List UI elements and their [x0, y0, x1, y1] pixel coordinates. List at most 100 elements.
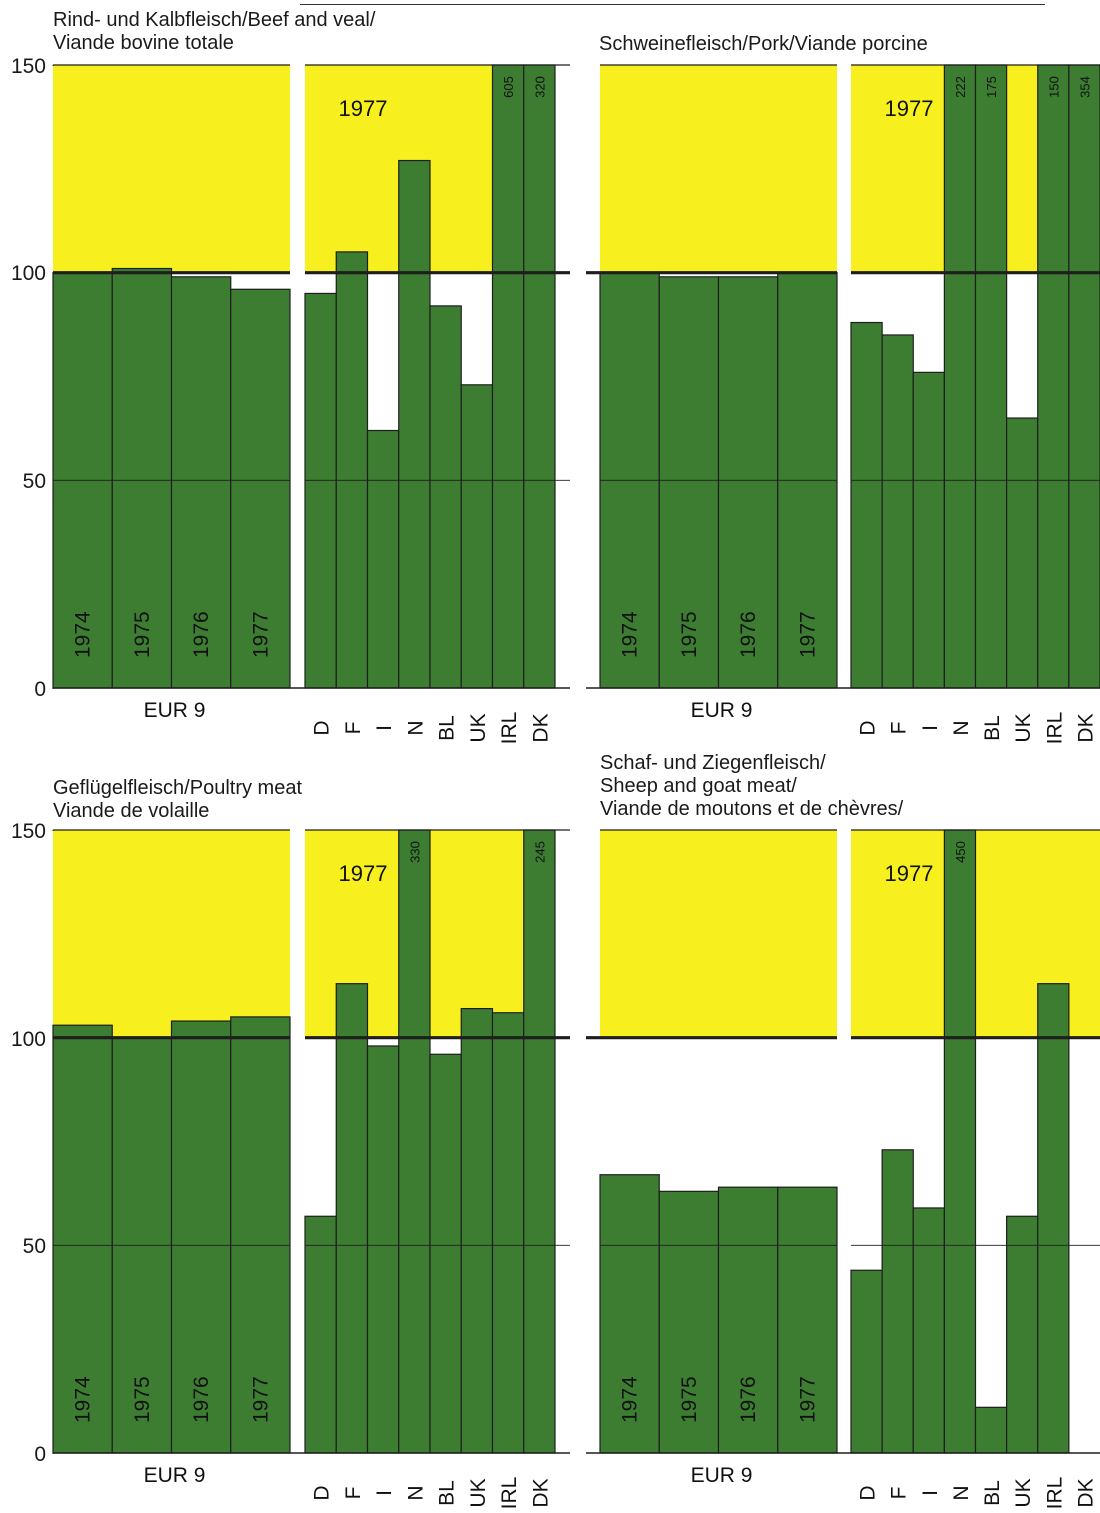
country-label: D [311, 1485, 334, 1500]
country-label: F [342, 722, 365, 735]
eur-year-label: 1976 [190, 611, 213, 658]
chart-title-line: Geflügelfleisch/Poultry meat [53, 777, 303, 799]
eur-year-label: 1976 [737, 1376, 760, 1423]
country-label: N [404, 1485, 427, 1500]
bar-value-label: 175 [984, 76, 999, 98]
y-tick-label: 100 [10, 262, 46, 285]
eur-bar [230, 288, 291, 689]
y-tick-label: 150 [10, 55, 46, 78]
country-year-label: 1977 [885, 861, 934, 886]
eur-bar [170, 1020, 232, 1454]
country-bar [366, 429, 400, 689]
top-rule [300, 4, 1045, 5]
surplus-band [53, 830, 290, 1038]
chart-title-line: Viande de volaille [53, 800, 210, 822]
bar-value-label: 605 [501, 76, 516, 98]
bar-value-label: 330 [407, 841, 422, 863]
surplus-band [600, 65, 837, 273]
country-label: IRL [498, 1477, 521, 1510]
bar-value-label: 354 [1077, 76, 1092, 98]
country-bar [460, 384, 494, 689]
eur-year-label: 1977 [249, 1376, 272, 1423]
country-label: D [857, 1485, 880, 1500]
country-label: F [342, 1487, 365, 1500]
country-year-label: 1977 [885, 96, 934, 121]
chart-title-line: Viande de moutons et de chèvres/ [600, 798, 904, 820]
eur-year-label: 1974 [72, 611, 95, 658]
surplus-band [53, 65, 290, 273]
country-label: BL [981, 1480, 1004, 1506]
eur-bar [777, 1186, 838, 1454]
country-label: N [404, 720, 427, 735]
country-label: F [888, 1487, 911, 1500]
country-label: IRL [498, 712, 521, 745]
bar-value-label: 150 [1046, 76, 1061, 98]
chart-plot: 1974 1975 1976 1977 EUR 9 1977 D F I N 222 BL 175 UK I… [586, 64, 1100, 745]
country-bar [366, 1045, 400, 1454]
eur-year-label: 1977 [249, 611, 272, 658]
country-label: UK [1012, 1478, 1035, 1507]
eur-year-label: 1975 [678, 1376, 701, 1423]
country-bar [491, 64, 525, 689]
y-tick-label: 100 [10, 1028, 46, 1051]
eur-group-label: EUR 9 [144, 699, 206, 722]
country-label: DK [529, 1478, 552, 1507]
country-label: BL [981, 715, 1004, 741]
bar-value-label: 245 [532, 841, 547, 863]
country-bar [429, 305, 462, 689]
chart-title-line: Sheep and goat meat/ [600, 775, 797, 797]
eur-year-label: 1975 [131, 1376, 154, 1423]
country-bar [335, 251, 369, 689]
country-bar [912, 371, 945, 689]
country-label: D [311, 720, 334, 735]
eur-bar [170, 276, 232, 689]
chart-title-line: Viande bovine totale [53, 32, 234, 54]
country-label: BL [436, 1480, 459, 1506]
chart-plot: 1974 1975 1976 1977 EUR 9 1977 D F I N BL UK IRL 605 D… [52, 64, 570, 745]
country-label: UK [467, 1478, 490, 1507]
eur-year-label: 1976 [737, 611, 760, 658]
eur-year-label: 1977 [796, 1376, 819, 1423]
eur-group-label: EUR 9 [691, 699, 753, 722]
country-label: BL [436, 715, 459, 741]
chart-title: Rind- und Kalbfleisch/Beef and veal/ Via… [53, 9, 375, 55]
country-label: IRL [1043, 712, 1066, 745]
country-label: N [950, 1485, 973, 1500]
country-label: UK [467, 713, 490, 742]
bar-value-label: 450 [953, 841, 968, 863]
eur-bar [658, 276, 720, 689]
eur-bar [717, 1186, 779, 1454]
country-label: I [373, 1490, 396, 1496]
country-bar [1068, 64, 1100, 689]
country-bar [881, 1149, 914, 1454]
country-bar [881, 334, 914, 689]
chart-plot: 1974 1975 1976 1977 EUR 9 1977 D F I N 450 BL UK IRL D… [586, 829, 1100, 1510]
country-label: UK [1012, 713, 1035, 742]
chart-plot: 1974 1975 1976 1977 EUR 9 1977 D F I N 330 BL UK IRL D… [52, 829, 570, 1510]
eur-year-label: 1974 [72, 1376, 95, 1423]
eur-year-label: 1975 [678, 611, 701, 658]
y-tick-label: 150 [10, 820, 46, 843]
eur-group-label: EUR 9 [144, 1464, 206, 1487]
chart-title-line: Schweinefleisch/Pork/Viande porcine [599, 33, 928, 55]
eur-year-label: 1975 [131, 611, 154, 658]
country-bar [974, 1406, 1008, 1454]
y-tick-label: 0 [34, 678, 46, 701]
country-bar [1037, 983, 1070, 1454]
y-tick-label: 0 [34, 1443, 46, 1466]
chart-title-line: Rind- und Kalbfleisch/Beef and veal/ [53, 9, 376, 31]
country-bar [912, 1207, 945, 1454]
country-label: I [919, 725, 942, 731]
country-label: IRL [1043, 1477, 1066, 1510]
country-label: I [919, 1490, 942, 1496]
eur-group-label: EUR 9 [691, 1464, 753, 1487]
y-tick-label: 50 [22, 470, 46, 493]
country-year-label: 1977 [339, 96, 388, 121]
bar-value-label: 320 [532, 76, 547, 98]
country-label: D [857, 720, 880, 735]
surplus-band [600, 830, 837, 1038]
country-bar [1006, 1215, 1039, 1454]
country-bar [460, 1007, 494, 1454]
country-bar [943, 64, 977, 689]
country-bar [1037, 64, 1070, 689]
